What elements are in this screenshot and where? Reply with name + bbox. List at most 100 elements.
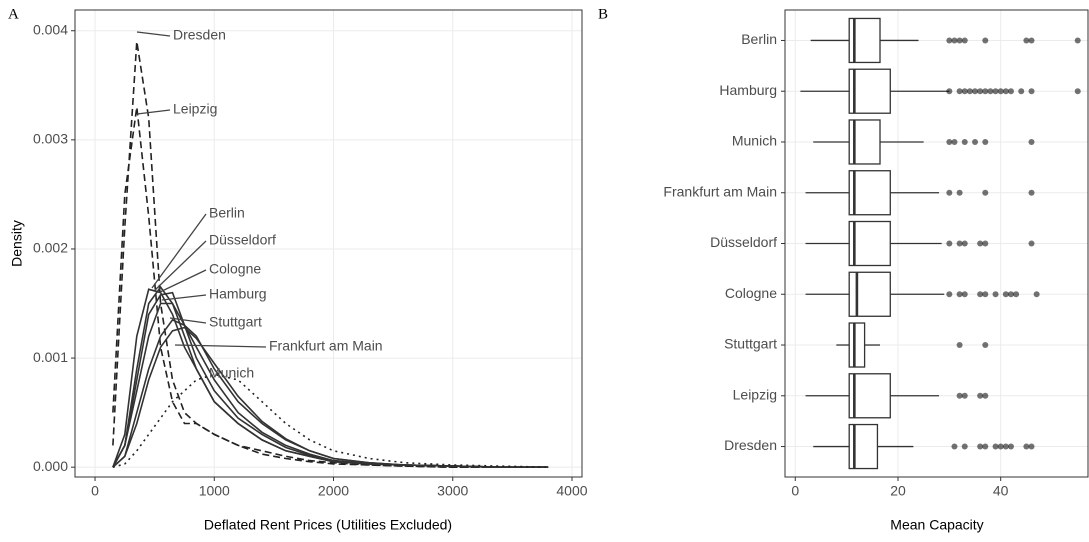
y-axis-title: Density xyxy=(9,220,25,267)
label-leader xyxy=(161,294,207,301)
y-tick-label: Munich xyxy=(732,133,777,149)
outlier xyxy=(1028,138,1035,145)
box xyxy=(848,170,891,216)
outlier xyxy=(1023,37,1030,44)
outlier xyxy=(982,88,989,95)
density-line xyxy=(112,106,549,468)
outlier xyxy=(1018,88,1025,95)
series-label: Berlin xyxy=(209,205,245,221)
outlier xyxy=(951,138,958,145)
outlier xyxy=(951,37,958,44)
outlier xyxy=(1033,291,1040,298)
y-tick-label: Leipzig xyxy=(733,386,777,402)
series-label: Düsseldorf xyxy=(209,232,276,248)
density-line xyxy=(112,326,549,468)
outlier xyxy=(946,138,953,145)
outlier xyxy=(956,189,963,196)
label-leader xyxy=(159,269,207,293)
label-leader xyxy=(151,213,207,289)
outlier xyxy=(961,392,968,399)
outlier xyxy=(1028,443,1035,450)
outlier xyxy=(961,443,968,450)
y-tick-label: Düsseldorf xyxy=(710,234,777,250)
outlier xyxy=(982,138,989,145)
label-leader xyxy=(154,240,207,291)
outlier xyxy=(961,37,968,44)
outlier xyxy=(946,240,953,247)
outlier xyxy=(982,37,989,44)
series-label: Stuttgart xyxy=(209,314,262,330)
outlier xyxy=(982,240,989,247)
outlier xyxy=(956,240,963,247)
outlier xyxy=(961,291,968,298)
outlier xyxy=(1002,443,1009,450)
x-tick-label: 20 xyxy=(890,483,906,499)
y-tick-label: 0.003 xyxy=(33,131,68,147)
outlier xyxy=(1028,37,1035,44)
outlier xyxy=(946,291,953,298)
x-tick-label: 0 xyxy=(791,483,799,499)
box xyxy=(848,68,891,114)
y-tick-label: Hamburg xyxy=(719,82,777,98)
series-label: Cologne xyxy=(209,261,261,277)
outlier xyxy=(1007,443,1014,450)
outlier xyxy=(972,88,979,95)
outlier xyxy=(956,342,963,349)
outlier xyxy=(992,443,999,450)
label-leader xyxy=(169,317,207,324)
plot-background xyxy=(75,10,582,477)
x-tick-label: 40 xyxy=(993,483,1009,499)
outlier xyxy=(1013,291,1020,298)
x-tick-label: 1000 xyxy=(199,483,230,499)
outlier xyxy=(1007,291,1014,298)
outlier xyxy=(961,138,968,145)
outlier xyxy=(977,291,984,298)
outlier xyxy=(977,443,984,450)
series-label: Frankfurt am Main xyxy=(269,338,383,354)
y-tick-label: Dresden xyxy=(724,437,777,453)
outlier xyxy=(1023,443,1030,450)
series-label: Munich xyxy=(209,365,254,381)
x-tick-label: 4000 xyxy=(556,483,587,499)
box xyxy=(848,271,891,317)
series-label: Hamburg xyxy=(209,286,267,302)
outlier xyxy=(961,88,968,95)
outlier xyxy=(977,392,984,399)
box xyxy=(848,322,866,368)
plot-border xyxy=(784,9,1089,478)
outlier xyxy=(1007,88,1014,95)
outlier xyxy=(956,37,963,44)
outlier xyxy=(956,88,963,95)
y-tick-label: 0.002 xyxy=(33,240,68,256)
series-label: Dresden xyxy=(173,27,226,43)
x-axis-title: Mean Capacity xyxy=(890,517,983,533)
outlier xyxy=(946,88,953,95)
outlier xyxy=(997,443,1004,450)
outlier xyxy=(987,88,994,95)
outlier xyxy=(982,392,989,399)
plot-border xyxy=(74,9,583,478)
outlier xyxy=(956,291,963,298)
outlier xyxy=(1074,88,1081,95)
outlier xyxy=(946,37,953,44)
outlier xyxy=(977,240,984,247)
y-tick-label: Frankfurt am Main xyxy=(663,183,777,199)
outlier xyxy=(992,291,999,298)
x-tick-label: 2000 xyxy=(318,483,349,499)
outlier xyxy=(956,392,963,399)
outlier xyxy=(951,443,958,450)
outlier xyxy=(1028,88,1035,95)
outlier xyxy=(966,88,973,95)
outlier xyxy=(992,88,999,95)
y-tick-label: Stuttgart xyxy=(724,336,777,352)
box xyxy=(848,373,891,419)
outlier xyxy=(997,88,1004,95)
outlier xyxy=(977,88,984,95)
outlier xyxy=(961,240,968,247)
panel-label: B xyxy=(598,6,608,22)
outlier xyxy=(982,189,989,196)
label-leader xyxy=(174,344,267,348)
outlier xyxy=(982,342,989,349)
box xyxy=(848,220,891,267)
